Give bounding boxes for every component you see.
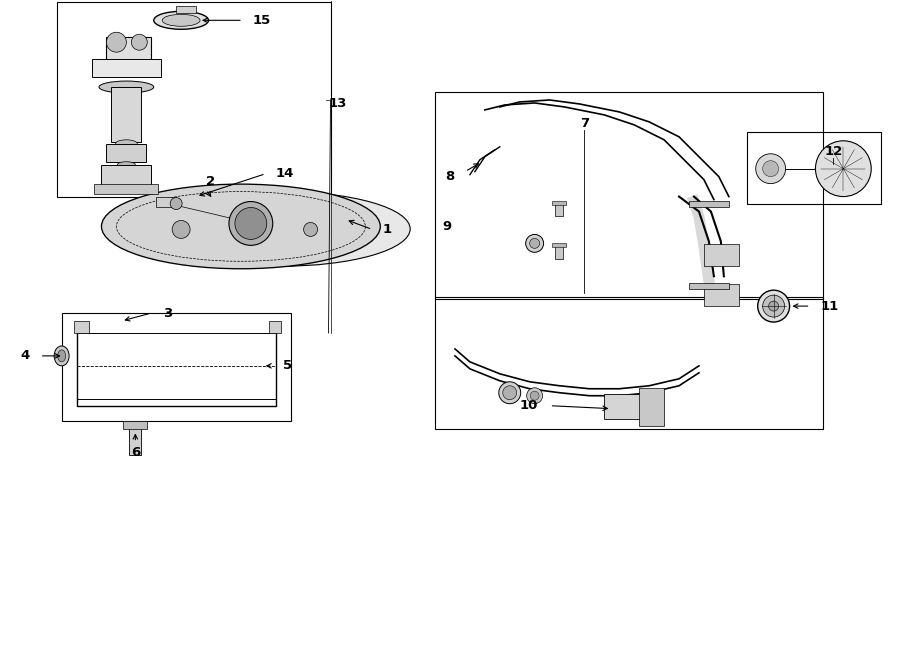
Bar	[106, 144, 147, 162]
Ellipse shape	[526, 388, 543, 404]
Text: 3: 3	[163, 307, 173, 319]
Ellipse shape	[762, 295, 785, 317]
Ellipse shape	[530, 239, 540, 249]
Text: 2: 2	[206, 175, 216, 188]
Bar	[435, 92, 824, 299]
Bar	[704, 284, 739, 306]
Text: 9: 9	[443, 220, 452, 233]
Bar	[130, 426, 141, 455]
Circle shape	[172, 221, 190, 239]
Bar	[74, 321, 88, 333]
Text: 11: 11	[821, 299, 839, 313]
Ellipse shape	[115, 140, 138, 148]
Text: 14: 14	[275, 167, 294, 180]
Bar	[94, 184, 158, 194]
Bar	[102, 165, 151, 186]
Ellipse shape	[503, 386, 517, 400]
Ellipse shape	[151, 192, 410, 266]
Bar	[112, 87, 141, 142]
Circle shape	[762, 161, 778, 176]
Text: 6: 6	[130, 446, 140, 459]
Bar	[689, 283, 729, 289]
Ellipse shape	[162, 15, 200, 26]
Circle shape	[235, 208, 266, 239]
Bar	[157, 196, 176, 206]
Text: 1: 1	[382, 223, 392, 236]
Ellipse shape	[117, 162, 135, 168]
Bar	[554, 245, 562, 259]
Text: 5: 5	[283, 360, 292, 372]
Text: 8: 8	[446, 170, 455, 183]
Circle shape	[131, 34, 148, 50]
Text: 7: 7	[580, 118, 589, 130]
Text: 15: 15	[253, 14, 271, 27]
Bar	[61, 313, 291, 420]
Circle shape	[756, 154, 786, 184]
Bar	[57, 3, 330, 196]
Ellipse shape	[154, 11, 209, 29]
Bar	[552, 243, 565, 247]
Bar	[106, 37, 151, 62]
Ellipse shape	[530, 391, 539, 400]
Circle shape	[815, 141, 871, 196]
Ellipse shape	[769, 301, 778, 311]
Ellipse shape	[499, 382, 521, 404]
Circle shape	[170, 198, 182, 210]
Ellipse shape	[102, 184, 381, 269]
Circle shape	[303, 223, 318, 237]
Text: 4: 4	[21, 350, 30, 362]
Bar	[435, 297, 824, 428]
Bar	[689, 200, 729, 206]
Bar	[704, 245, 739, 266]
Bar	[604, 394, 659, 418]
Bar	[123, 420, 148, 428]
Bar	[554, 202, 562, 217]
Bar	[176, 7, 196, 13]
Bar	[747, 132, 881, 204]
Bar	[269, 321, 281, 333]
Circle shape	[229, 202, 273, 245]
Ellipse shape	[758, 290, 789, 322]
Ellipse shape	[526, 235, 544, 253]
Bar	[552, 200, 565, 204]
Circle shape	[106, 32, 126, 52]
Bar	[639, 388, 664, 426]
Ellipse shape	[58, 350, 66, 362]
Text: 10: 10	[519, 399, 537, 412]
Text: 13: 13	[328, 97, 346, 110]
Bar	[92, 59, 161, 77]
Text: 12: 12	[824, 145, 842, 158]
Ellipse shape	[99, 81, 154, 93]
Ellipse shape	[54, 346, 69, 366]
